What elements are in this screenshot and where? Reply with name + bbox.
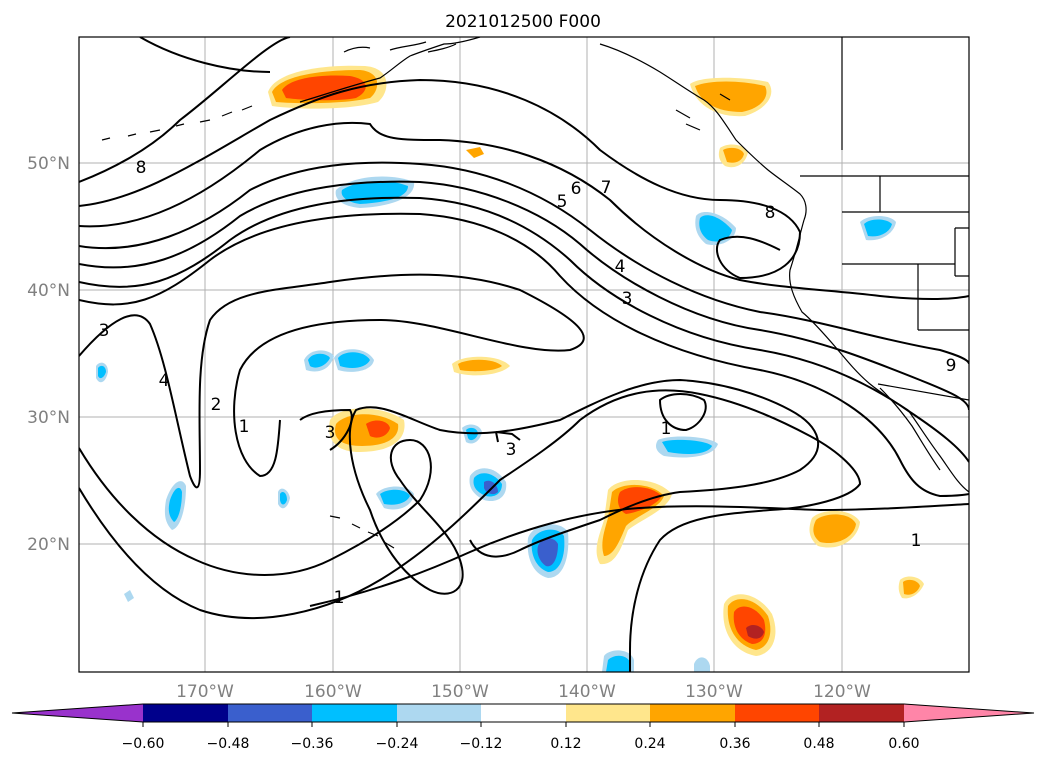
lon-label: 150°W <box>431 682 489 702</box>
lon-label: 160°W <box>304 682 362 702</box>
lat-label: 30°N <box>27 408 70 428</box>
colorbar-tick-marks <box>142 722 905 727</box>
coastlines <box>101 37 969 549</box>
map-frame <box>78 36 970 673</box>
contour-label: 8 <box>765 203 776 223</box>
state-borders <box>841 37 969 331</box>
colorbar-segment <box>143 704 228 722</box>
colorbar: −0.60 −0.48 −0.36 −0.24 −0.12 0.12 0.24 … <box>11 703 1035 752</box>
colorbar-segment <box>566 704 650 722</box>
contour-label: 4 <box>159 371 170 391</box>
contour-label: 1 <box>661 419 672 439</box>
us-west-coast <box>789 219 969 493</box>
contour-label: 3 <box>506 440 517 460</box>
colorbar-segment <box>819 704 904 722</box>
aleutians-coast <box>101 105 253 141</box>
colorbar-segment <box>735 704 819 722</box>
shaded-anomalies <box>96 65 924 672</box>
map-area: 8 6 7 5 4 3 8 3 4 2 1 3 3 1 1 1 9 <box>78 36 970 673</box>
lon-label: 140°W <box>558 682 616 702</box>
contour-label: 8 <box>136 158 147 178</box>
lat-label: 40°N <box>27 281 70 301</box>
contour-lines <box>79 37 969 672</box>
us-mexico-border <box>877 383 969 401</box>
figure-title: 2021012500 F000 <box>445 12 601 32</box>
contour-label: 1 <box>334 588 345 608</box>
colorbar-tick-label: 0.60 <box>888 736 919 752</box>
contour-labels: 8 6 7 5 4 3 8 3 4 2 1 3 3 1 1 1 9 <box>99 158 957 608</box>
colorbar-tick-label: −0.12 <box>460 736 503 752</box>
colorbar-segment <box>228 704 312 722</box>
colorbar-tick-label: 0.48 <box>803 736 834 752</box>
latitude-labels: 50°N 40°N 30°N 20°N <box>27 154 70 555</box>
map-background <box>79 37 969 672</box>
contour-label: 6 <box>571 179 582 199</box>
contour-label: 2 <box>211 395 222 415</box>
colorbar-segment <box>312 704 397 722</box>
lat-label: 50°N <box>27 154 70 174</box>
colorbar-tick-label: 0.12 <box>550 736 581 752</box>
colorbar-tick-label: −0.48 <box>207 736 250 752</box>
contour-label: 3 <box>622 289 633 309</box>
contour-label: 1 <box>911 531 922 551</box>
contour-label: 3 <box>99 321 110 341</box>
alaska-coast <box>299 37 481 103</box>
colorbar-segment <box>12 704 143 722</box>
contour-label: 3 <box>325 423 336 443</box>
colorbar-tick-label: 0.36 <box>719 736 750 752</box>
hawaii-coast <box>329 515 395 549</box>
lon-label: 130°W <box>685 682 743 702</box>
contour-label: 4 <box>615 257 626 277</box>
colorbar-segment <box>650 704 735 722</box>
contour-label: 9 <box>946 356 957 376</box>
colorbar-segment <box>904 704 1034 722</box>
colorbar-segment <box>481 704 566 722</box>
contour-label: 1 <box>239 417 250 437</box>
lon-label: 120°W <box>813 682 871 702</box>
contour-label: 7 <box>601 178 612 198</box>
bc-coast <box>599 43 807 221</box>
contour-label: 5 <box>557 192 568 212</box>
colorbar-segment <box>397 704 481 722</box>
lon-label: 170°W <box>176 682 234 702</box>
longitude-labels: 170°W 160°W 150°W 140°W 130°W 120°W <box>176 682 871 702</box>
colorbar-tick-label: −0.36 <box>291 736 334 752</box>
colorbar-tick-label: −0.60 <box>122 736 165 752</box>
colorbar-tick-label: −0.24 <box>376 736 419 752</box>
lat-label: 20°N <box>27 535 70 555</box>
colorbar-tick-label: 0.24 <box>634 736 665 752</box>
